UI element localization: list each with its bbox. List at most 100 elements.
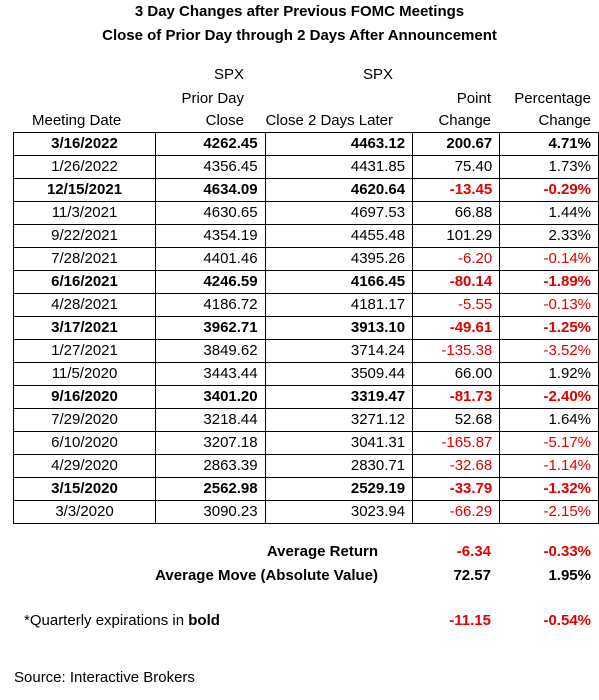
header-pct-line-2: Change bbox=[538, 112, 591, 129]
later-close-cell: 3319.47 bbox=[264, 385, 414, 409]
later-close-cell: 4463.12 bbox=[264, 132, 414, 156]
prior-close-cell: 3207.18 bbox=[155, 431, 266, 455]
meeting-date-cell: 3/3/2020 bbox=[12, 500, 157, 524]
quarterly-note: *Quarterly expirations in bold bbox=[24, 610, 220, 632]
prior-close-cell: 4401.46 bbox=[155, 247, 266, 271]
point-change-cell: -80.14 bbox=[412, 270, 501, 294]
table-row: 6/16/2021 4246.59 4166.45 -80.14 -1.89% bbox=[12, 270, 599, 294]
point-change-cell: 66.00 bbox=[412, 362, 501, 386]
pct-change-cell: -2.15% bbox=[499, 500, 599, 524]
point-change-cell: -81.73 bbox=[412, 385, 501, 409]
table-row: 12/15/2021 4634.09 4620.64 -13.45 -0.29% bbox=[12, 178, 599, 202]
average-return-label: Average Return bbox=[266, 543, 378, 560]
header-meeting-date: Meeting Date bbox=[32, 112, 122, 129]
pct-change-cell: -0.13% bbox=[499, 293, 599, 317]
prior-close-cell: 3090.23 bbox=[155, 500, 266, 524]
later-close-cell: 3509.44 bbox=[264, 362, 414, 386]
later-close-cell: 2830.71 bbox=[264, 454, 414, 478]
meeting-date-cell: 4/28/2021 bbox=[12, 293, 157, 317]
later-close-cell: 3271.12 bbox=[264, 408, 414, 432]
table-row: 3/15/2020 2562.98 2529.19 -33.79 -1.32% bbox=[12, 477, 599, 501]
quarterly-note-bold: bold bbox=[188, 612, 220, 629]
prior-close-cell: 3401.20 bbox=[155, 385, 266, 409]
pct-change-cell: -1.32% bbox=[499, 477, 599, 501]
point-change-cell: -32.68 bbox=[412, 454, 501, 478]
later-close-cell: 4455.48 bbox=[264, 224, 414, 248]
header-pct-line-1: Percentage bbox=[514, 90, 591, 107]
prior-close-cell: 4354.19 bbox=[155, 224, 266, 248]
average-move-point: 72.57 bbox=[453, 567, 491, 584]
later-close-cell: 3041.31 bbox=[264, 431, 414, 455]
table-row: 6/10/2020 3207.18 3041.31 -165.87 -5.17% bbox=[12, 431, 599, 455]
pct-change-cell: -1.14% bbox=[499, 454, 599, 478]
table-row: 11/3/2021 4630.65 4697.53 66.88 1.44% bbox=[12, 201, 599, 225]
header-prior-line-3: Close bbox=[205, 112, 244, 129]
pct-change-cell: -0.14% bbox=[499, 247, 599, 271]
prior-close-cell: 4246.59 bbox=[155, 270, 266, 294]
meeting-date-cell: 6/16/2021 bbox=[12, 270, 157, 294]
later-close-cell: 2529.19 bbox=[264, 477, 414, 501]
quarterly-note-prefix: *Quarterly expirations in bbox=[24, 612, 189, 629]
source-note: Source: Interactive Brokers bbox=[14, 669, 195, 686]
pct-change-cell: -5.17% bbox=[499, 431, 599, 455]
header-point-line-2: Change bbox=[438, 112, 491, 129]
fomc-data-table: 3/16/2022 4262.45 4463.12 200.67 4.71% 1/26/2… bbox=[12, 132, 599, 524]
later-close-cell: 4166.45 bbox=[264, 270, 414, 294]
prior-close-cell: 3443.44 bbox=[155, 362, 266, 386]
meeting-date-cell: 1/27/2021 bbox=[12, 339, 157, 363]
prior-close-cell: 4356.45 bbox=[155, 155, 266, 179]
pct-change-cell: -1.89% bbox=[499, 270, 599, 294]
quarterly-point: -11.15 bbox=[449, 612, 491, 629]
average-move-label: Average Move (Absolute Value) bbox=[155, 567, 378, 584]
later-close-cell: 4431.85 bbox=[264, 155, 414, 179]
point-change-cell: 200.67 bbox=[412, 132, 501, 156]
table-row: 1/27/2021 3849.62 3714.24 -135.38 -3.52% bbox=[12, 339, 599, 363]
pct-change-cell: 1.64% bbox=[499, 408, 599, 432]
table-row: 4/28/2021 4186.72 4181.17 -5.55 -0.13% bbox=[12, 293, 599, 317]
prior-close-cell: 3962.71 bbox=[155, 316, 266, 340]
chart-title-line-1: 3 Day Changes after Previous FOMC Meetin… bbox=[134, 3, 465, 20]
point-change-cell: 52.68 bbox=[412, 408, 501, 432]
point-change-cell: -5.55 bbox=[412, 293, 501, 317]
meeting-date-cell: 3/15/2020 bbox=[12, 477, 157, 501]
pct-change-cell: 1.44% bbox=[499, 201, 599, 225]
meeting-date-cell: 4/29/2020 bbox=[12, 454, 157, 478]
later-close-cell: 4620.64 bbox=[264, 178, 414, 202]
point-change-cell: -135.38 bbox=[412, 339, 501, 363]
meeting-date-cell: 9/22/2021 bbox=[12, 224, 157, 248]
later-close-cell: 3913.10 bbox=[264, 316, 414, 340]
quarterly-pct: -0.54% bbox=[543, 612, 591, 629]
point-change-cell: -66.29 bbox=[412, 500, 501, 524]
later-close-cell: 4697.53 bbox=[264, 201, 414, 225]
pct-change-cell: 1.73% bbox=[499, 155, 599, 179]
later-close-cell: 4395.26 bbox=[264, 247, 414, 271]
prior-close-cell: 3218.44 bbox=[155, 408, 266, 432]
table-row: 9/16/2020 3401.20 3319.47 -81.73 -2.40% bbox=[12, 385, 599, 409]
meeting-date-cell: 6/10/2020 bbox=[12, 431, 157, 455]
prior-close-cell: 4634.09 bbox=[155, 178, 266, 202]
chart-title-line-2: Close of Prior Day through 2 Days After … bbox=[102, 27, 497, 44]
point-change-cell: -33.79 bbox=[412, 477, 501, 501]
table-row: 1/26/2022 4356.45 4431.85 75.40 1.73% bbox=[12, 155, 599, 179]
table-row: 7/29/2020 3218.44 3271.12 52.68 1.64% bbox=[12, 408, 599, 432]
pct-change-cell: -0.29% bbox=[499, 178, 599, 202]
pct-change-cell: -2.40% bbox=[499, 385, 599, 409]
fomc-table-body: 3/16/2022 4262.45 4463.12 200.67 4.71% 1/26/2… bbox=[12, 132, 599, 524]
pct-change-cell: 2.33% bbox=[499, 224, 599, 248]
meeting-date-cell: 7/29/2020 bbox=[12, 408, 157, 432]
point-change-cell: -49.61 bbox=[412, 316, 501, 340]
point-change-cell: -6.20 bbox=[412, 247, 501, 271]
table-row: 9/22/2021 4354.19 4455.48 101.29 2.33% bbox=[12, 224, 599, 248]
prior-close-cell: 2562.98 bbox=[155, 477, 266, 501]
meeting-date-cell: 11/3/2021 bbox=[12, 201, 157, 225]
header-later-line-1: SPX bbox=[362, 66, 393, 83]
header-later-line-2: Close 2 Days Later bbox=[265, 112, 393, 129]
prior-close-cell: 3849.62 bbox=[155, 339, 266, 363]
prior-close-cell: 4630.65 bbox=[155, 201, 266, 225]
meeting-date-cell: 3/16/2022 bbox=[12, 132, 157, 156]
point-change-cell: 101.29 bbox=[412, 224, 501, 248]
table-row: 7/28/2021 4401.46 4395.26 -6.20 -0.14% bbox=[12, 247, 599, 271]
prior-close-cell: 2863.39 bbox=[155, 454, 266, 478]
later-close-cell: 3714.24 bbox=[264, 339, 414, 363]
prior-close-cell: 4186.72 bbox=[155, 293, 266, 317]
